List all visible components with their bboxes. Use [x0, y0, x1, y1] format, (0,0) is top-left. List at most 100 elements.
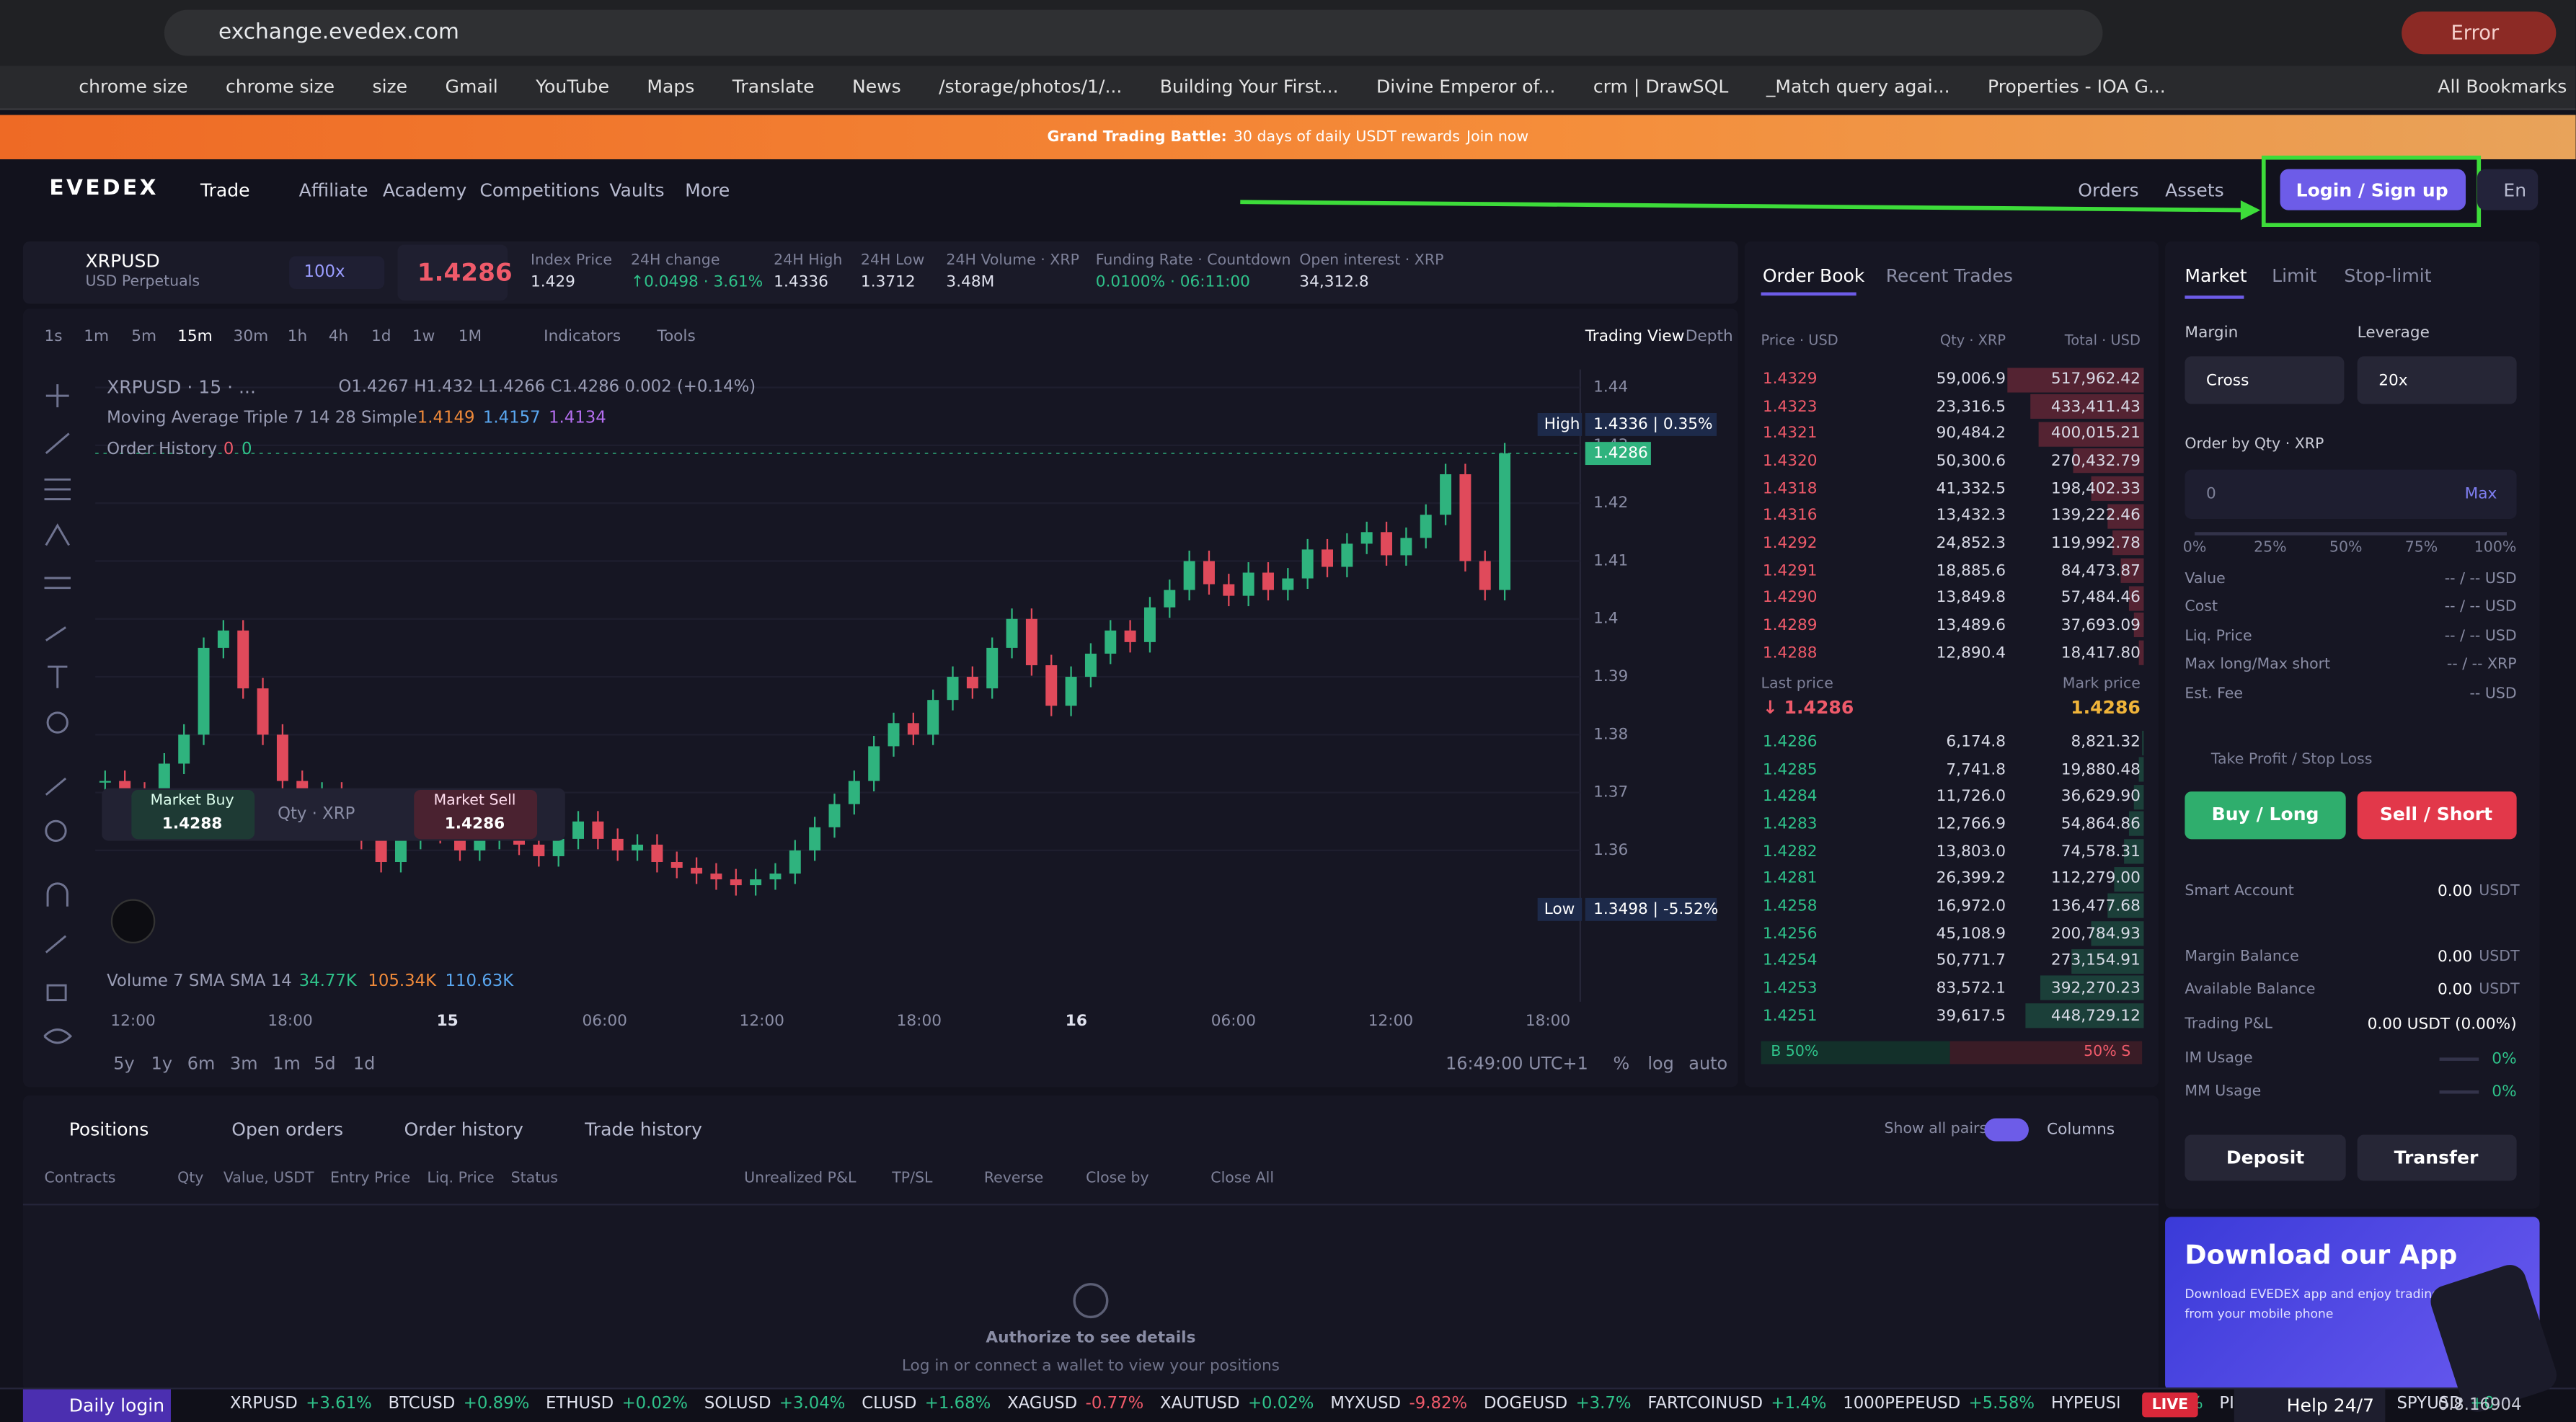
ob-price[interactable]: 1.4254 — [1762, 951, 1818, 970]
bookmark-item[interactable]: /storage/photos/1/... — [939, 76, 1123, 98]
interval[interactable]: 1M — [458, 327, 482, 346]
url-pill[interactable] — [164, 9, 2103, 56]
qty-value[interactable]: 0 — [2206, 485, 2216, 504]
bookmark-item[interactable]: Gmail — [445, 76, 498, 98]
transfer-button[interactable] — [2357, 1134, 2517, 1181]
ob-price[interactable]: 1.4258 — [1762, 897, 1818, 916]
nav-item[interactable]: Affiliate — [298, 179, 368, 202]
interval[interactable]: 1w — [412, 327, 435, 346]
error-badge[interactable]: Error — [2451, 21, 2500, 45]
slider-label[interactable]: 25% — [2254, 540, 2287, 557]
ob-price[interactable]: 1.4288 — [1762, 644, 1818, 662]
ob-price[interactable]: 1.4281 — [1762, 870, 1818, 889]
tape-symbol[interactable]: HYPEUSD — [2050, 1395, 2129, 1413]
scale-option[interactable]: % — [1613, 1054, 1630, 1075]
bookmark-item[interactable]: _Match query agai... — [1766, 76, 1950, 98]
margin-select[interactable] — [2185, 356, 2345, 404]
bookmark-item[interactable]: Building Your First... — [1159, 76, 1339, 98]
market-buy[interactable] — [131, 789, 255, 840]
slider-label[interactable]: 100% — [2474, 540, 2517, 557]
form-tab[interactable]: Limit — [2272, 265, 2317, 287]
nav-item[interactable]: Competitions — [479, 179, 600, 202]
market-sell-label[interactable]: Market Sell — [433, 793, 516, 810]
interval[interactable]: 1h — [287, 327, 308, 346]
tape-symbol[interactable]: FARTCOINUSD — [1647, 1395, 1763, 1413]
nav-item[interactable]: Orders — [2078, 179, 2139, 202]
nav-item[interactable]: Vaults — [609, 179, 665, 202]
bookmark-item[interactable]: chrome size — [225, 76, 335, 98]
ob-price[interactable]: 1.4290 — [1762, 589, 1818, 608]
slider-label[interactable]: 75% — [2404, 540, 2438, 557]
interval[interactable]: 15m — [177, 327, 213, 346]
buy-button[interactable] — [2185, 791, 2346, 840]
ob-price[interactable]: 1.4318 — [1762, 479, 1818, 498]
login-button[interactable] — [2280, 169, 2466, 210]
margin-value[interactable]: Cross — [2206, 372, 2249, 391]
ob-tab[interactable]: Order Book — [1762, 265, 1865, 287]
daily-login[interactable]: Daily login — [68, 1395, 165, 1417]
ob-price[interactable]: 1.4329 — [1762, 370, 1818, 388]
ob-price[interactable]: 1.4320 — [1762, 452, 1818, 471]
leverage-value[interactable]: 20x — [2378, 372, 2408, 391]
max[interactable]: Max — [2464, 485, 2497, 504]
scale-option[interactable]: auto — [1688, 1054, 1728, 1075]
tape-symbol[interactable]: XAGUSD — [1007, 1395, 1078, 1413]
qty-input[interactable]: Qty · XRP — [278, 805, 355, 824]
bookmark-item[interactable]: chrome size — [79, 76, 188, 98]
tape-symbol[interactable]: DOGEUSD — [1483, 1395, 1568, 1413]
ob-price[interactable]: 1.4283 — [1762, 815, 1818, 834]
column-header[interactable]: Close All — [1210, 1170, 1275, 1188]
interval[interactable]: 4h — [328, 327, 349, 346]
bookmark-item[interactable]: crm | DrawSQL — [1593, 76, 1729, 98]
bookmark-item[interactable]: Divine Emperor of... — [1376, 76, 1556, 98]
order-by[interactable]: Order by Qty · XRP — [2185, 437, 2324, 453]
banner-link[interactable]: Join now — [1466, 130, 1529, 146]
market-sell[interactable] — [414, 789, 538, 840]
ob-price[interactable]: 1.4253 — [1762, 979, 1818, 997]
banner[interactable] — [0, 115, 2576, 160]
tools[interactable]: Tools — [657, 327, 696, 346]
qty-input[interactable] — [2185, 469, 2517, 520]
columns-button[interactable]: Columns — [2047, 1121, 2115, 1139]
range[interactable]: 5d — [314, 1054, 336, 1075]
sell-button[interactable] — [2357, 791, 2517, 840]
leverage[interactable]: 100x — [304, 263, 345, 282]
ob-price[interactable]: 1.4286 — [1762, 733, 1818, 752]
nav-item[interactable]: Trade — [200, 179, 250, 202]
market-sell-price[interactable]: 1.4286 — [444, 815, 505, 834]
bookmark-item[interactable]: Maps — [647, 76, 695, 98]
range[interactable]: 5y — [113, 1054, 135, 1075]
interval[interactable]: 30m — [233, 327, 269, 346]
all-bookmarks[interactable]: All Bookmarks — [2438, 76, 2567, 98]
range[interactable]: 1m — [273, 1054, 301, 1075]
positions-tab[interactable]: Positions — [68, 1119, 149, 1141]
slider-label[interactable]: 50% — [2329, 540, 2363, 557]
ob-price[interactable]: 1.4289 — [1762, 616, 1818, 635]
tape-symbol[interactable]: CLUSD — [862, 1395, 917, 1413]
indicators[interactable]: Indicators — [544, 327, 621, 346]
tape-symbol[interactable]: MYXUSD — [1330, 1395, 1402, 1413]
ob-price[interactable]: 1.4321 — [1762, 425, 1818, 443]
leverage-pill[interactable] — [289, 256, 385, 290]
range[interactable]: 1d — [353, 1054, 376, 1075]
ob-tab[interactable]: Recent Trades — [1885, 265, 2014, 287]
form-tab[interactable]: Stop-limit — [2344, 265, 2432, 287]
ob-price[interactable]: 1.4256 — [1762, 924, 1818, 943]
range[interactable]: 3m — [229, 1054, 258, 1075]
interval[interactable]: 1d — [371, 327, 391, 346]
trading-view[interactable]: Trading View — [1585, 327, 1685, 346]
daily-login[interactable] — [22, 1389, 171, 1422]
ob-price[interactable]: 1.4282 — [1762, 843, 1818, 861]
interval[interactable]: 1m — [84, 327, 110, 346]
tape-symbol[interactable]: BTCUSD — [388, 1395, 456, 1413]
bookmark-item[interactable]: Translate — [732, 76, 815, 98]
leverage-select[interactable] — [2357, 356, 2517, 404]
positions-tab[interactable]: Open orders — [231, 1119, 344, 1141]
interval[interactable]: 1s — [44, 327, 63, 346]
slider-label[interactable]: 0% — [2182, 540, 2207, 557]
range[interactable]: 1y — [151, 1054, 173, 1075]
sell-button-text[interactable]: Sell / Short — [2379, 804, 2493, 825]
transfer[interactable]: Transfer — [2394, 1147, 2479, 1169]
toggle[interactable] — [1984, 1118, 2029, 1142]
help[interactable]: Help 24/7 — [2286, 1395, 2375, 1417]
